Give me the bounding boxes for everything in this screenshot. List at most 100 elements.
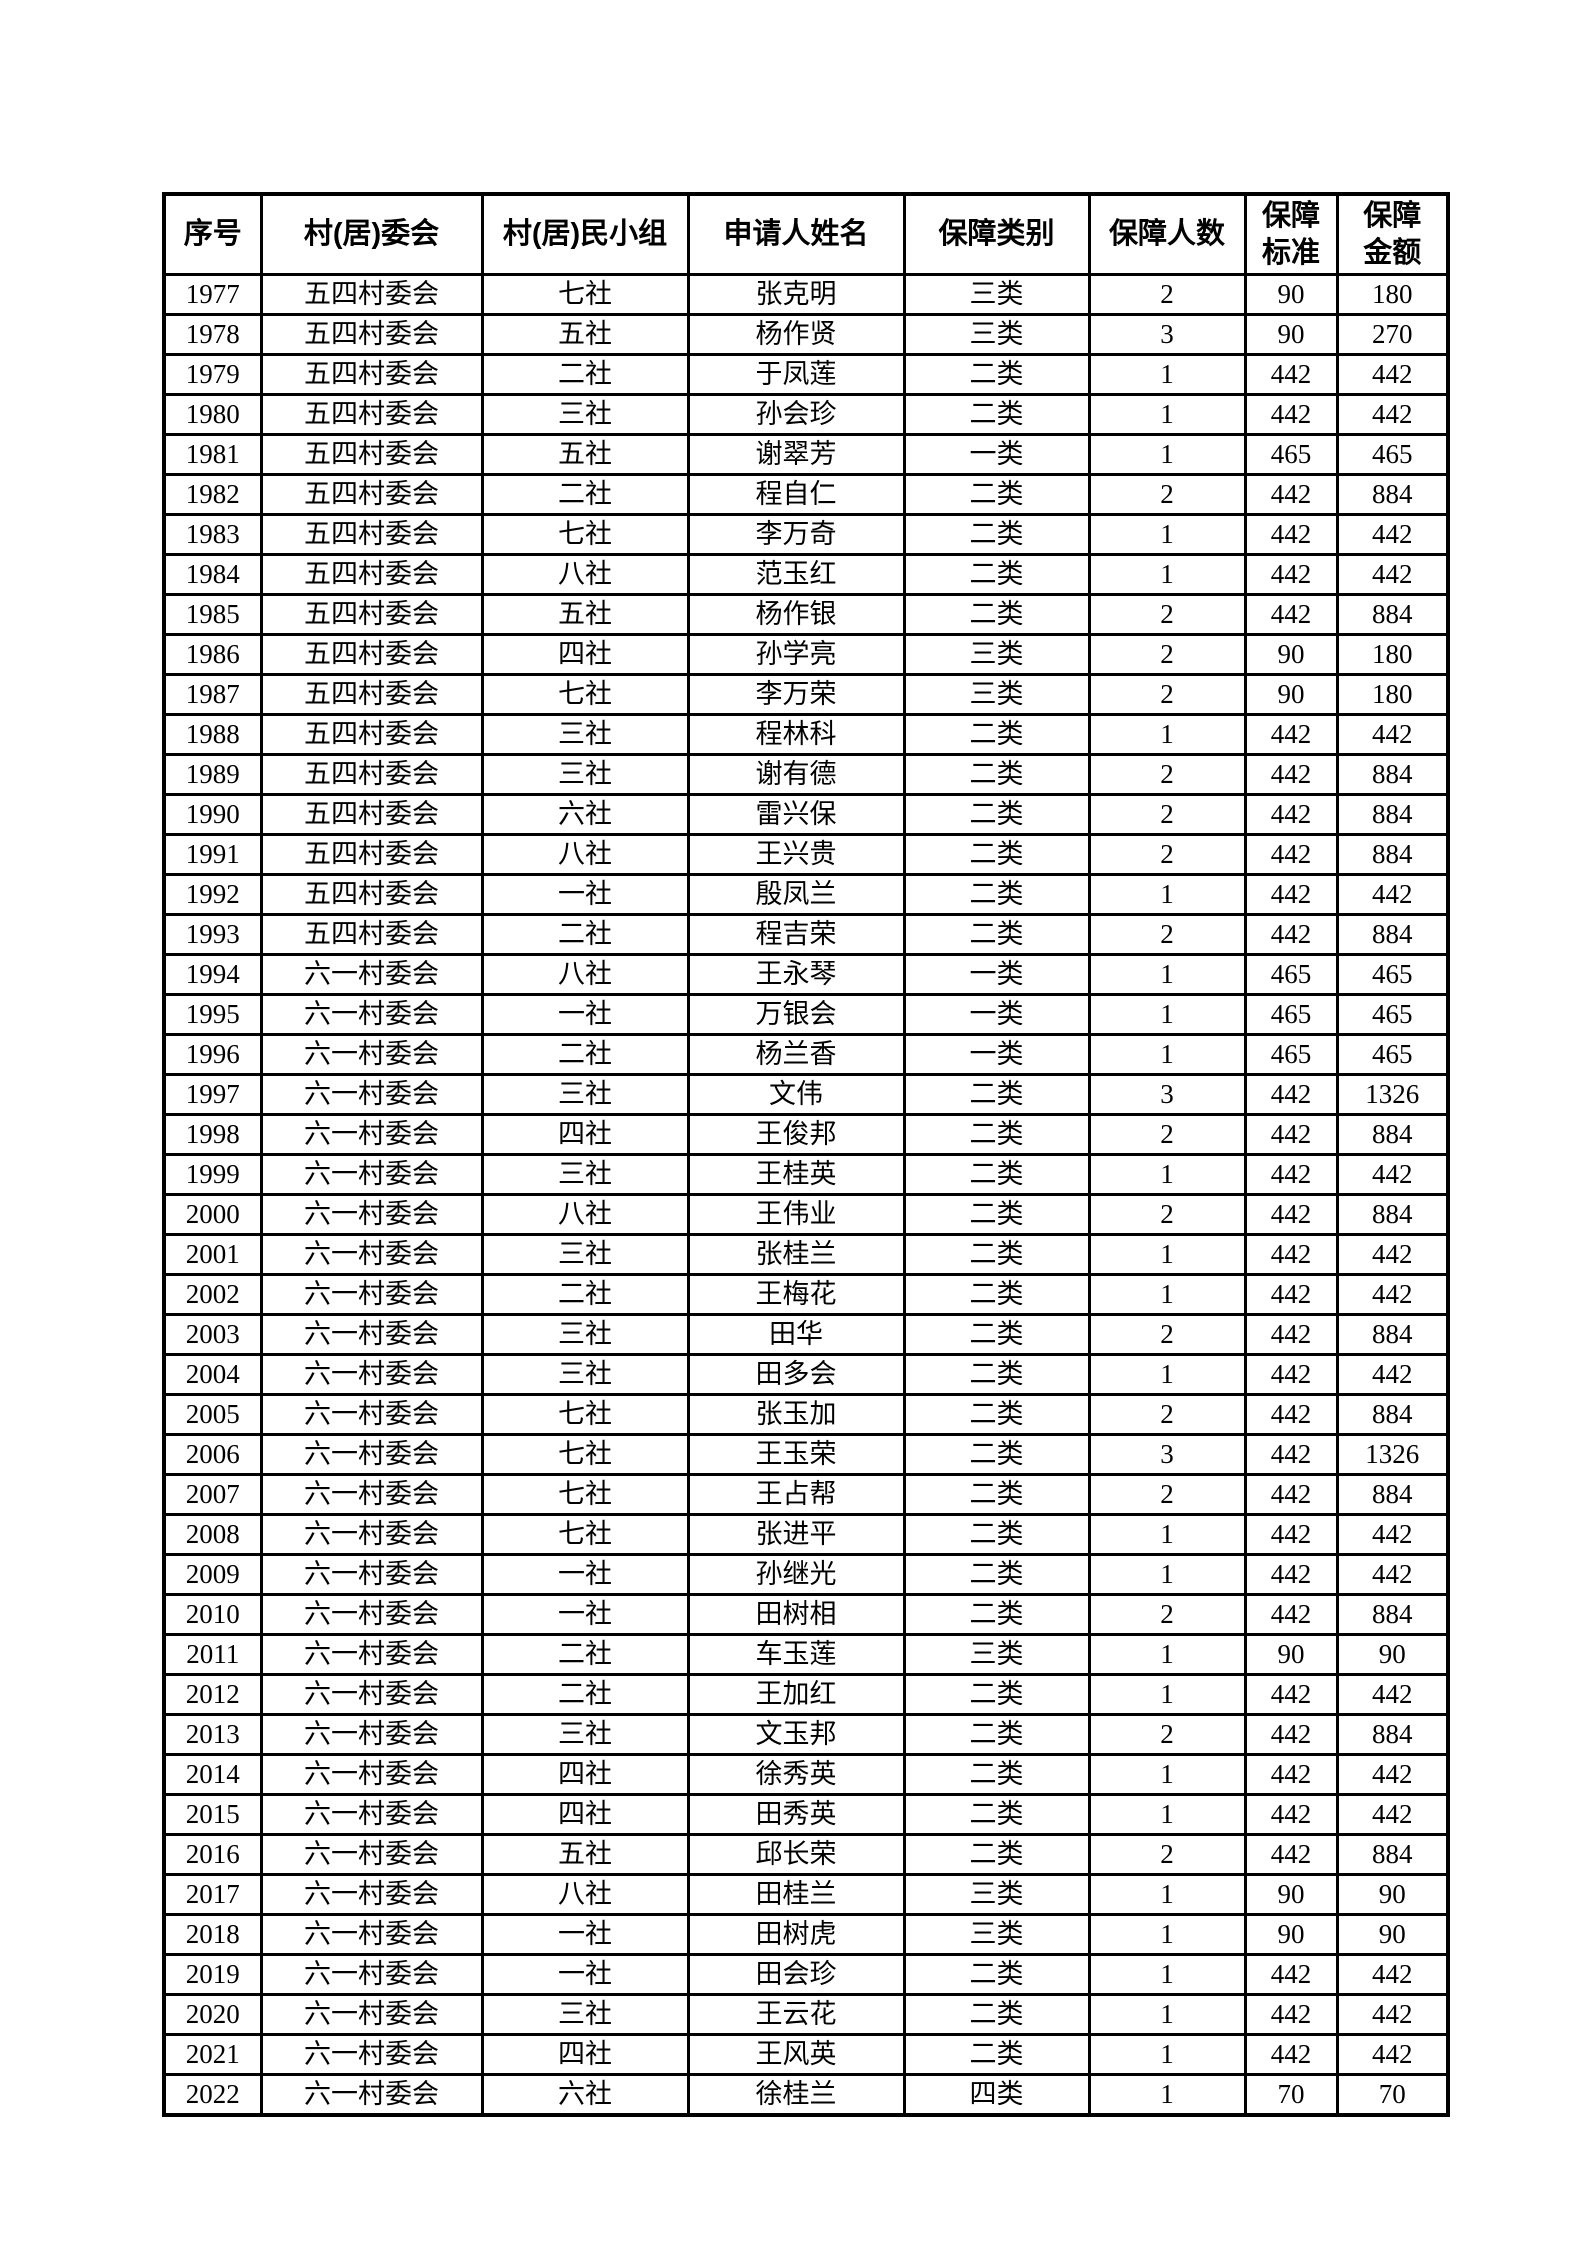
- cell-standard: 465: [1243, 993, 1339, 1036]
- cell-category: 二类: [902, 1753, 1091, 1796]
- table-row: 2019 六一村委会 一社 田会珍 二类 1 442 442: [162, 1953, 1450, 1996]
- cell-amount: 90: [1335, 1873, 1450, 1916]
- table-row: 2002 六一村委会 二社 王梅花 二类 1 442 442: [162, 1273, 1450, 1316]
- cell-applicant: 杨作银: [686, 593, 906, 636]
- cell-group: 四社: [480, 1113, 690, 1156]
- cell-people: 1: [1087, 1673, 1247, 1716]
- cell-people: 2: [1087, 633, 1247, 676]
- cell-standard: 442: [1243, 1433, 1339, 1476]
- cell-category: 二类: [902, 1353, 1091, 1396]
- cell-category: 二类: [902, 353, 1091, 396]
- cell-serial: 2021: [162, 2033, 263, 2076]
- cell-applicant: 杨兰香: [686, 1033, 906, 1076]
- table-row: 1978 五四村委会 五社 杨作贤 三类 3 90 270: [162, 313, 1450, 356]
- cell-applicant: 李万荣: [686, 673, 906, 716]
- cell-serial: 2000: [162, 1193, 263, 1236]
- table-row: 2017 六一村委会 八社 田桂兰 三类 1 90 90: [162, 1873, 1450, 1916]
- cell-people: 1: [1087, 2073, 1247, 2117]
- cell-standard: 442: [1243, 1833, 1339, 1876]
- cell-group: 二社: [480, 473, 690, 516]
- cell-people: 1: [1087, 1273, 1247, 1316]
- table-row: 1997 六一村委会 三社 文伟 二类 3 442 1326: [162, 1073, 1450, 1116]
- cell-standard: 442: [1243, 593, 1339, 636]
- cell-group: 三社: [480, 1353, 690, 1396]
- cell-serial: 1997: [162, 1073, 263, 1116]
- header-cell-group: 村(居)民小组: [480, 192, 690, 276]
- cell-people: 2: [1087, 1113, 1247, 1156]
- cell-group: 三社: [480, 1713, 690, 1756]
- cell-amount: 884: [1335, 833, 1450, 876]
- cell-group: 三社: [480, 1073, 690, 1116]
- cell-people: 1: [1087, 953, 1247, 996]
- cell-serial: 1977: [162, 273, 263, 316]
- cell-amount: 442: [1335, 1273, 1450, 1316]
- cell-group: 七社: [480, 1433, 690, 1476]
- cell-group: 三社: [480, 1993, 690, 2036]
- cell-serial: 1985: [162, 593, 263, 636]
- cell-committee: 六一村委会: [259, 1193, 484, 1236]
- cell-serial: 2022: [162, 2073, 263, 2117]
- table-row: 2001 六一村委会 三社 张桂兰 二类 1 442 442: [162, 1233, 1450, 1276]
- cell-standard: 442: [1243, 793, 1339, 836]
- cell-group: 三社: [480, 753, 690, 796]
- cell-category: 二类: [902, 1073, 1091, 1116]
- cell-serial: 2013: [162, 1713, 263, 1756]
- cell-committee: 六一村委会: [259, 1753, 484, 1796]
- table-body: 1977 五四村委会 七社 张克明 三类 2 90 180 1978 五四村委会 五社 杨作贤 三类 3 9…: [162, 273, 1450, 2117]
- cell-group: 三社: [480, 393, 690, 436]
- cell-standard: 442: [1243, 353, 1339, 396]
- table-row: 2003 六一村委会 三社 田华 二类 2 442 884: [162, 1313, 1450, 1356]
- cell-amount: 1326: [1335, 1433, 1450, 1476]
- cell-committee: 六一村委会: [259, 1993, 484, 2036]
- table-row: 2012 六一村委会 二社 王加红 二类 1 442 442: [162, 1673, 1450, 1716]
- cell-serial: 1995: [162, 993, 263, 1036]
- cell-group: 一社: [480, 1953, 690, 1996]
- cell-applicant: 孙学亮: [686, 633, 906, 676]
- cell-serial: 1983: [162, 513, 263, 556]
- cell-serial: 1987: [162, 673, 263, 716]
- table-row: 1998 六一村委会 四社 王俊邦 二类 2 442 884: [162, 1113, 1450, 1156]
- cell-group: 四社: [480, 2033, 690, 2076]
- cell-amount: 884: [1335, 473, 1450, 516]
- cell-standard: 465: [1243, 1033, 1339, 1076]
- table-row: 1987 五四村委会 七社 李万荣 三类 2 90 180: [162, 673, 1450, 716]
- cell-standard: 442: [1243, 1233, 1339, 1276]
- header-cell-serial: 序号: [162, 192, 263, 276]
- cell-standard: 442: [1243, 1793, 1339, 1836]
- cell-amount: 90: [1335, 1913, 1450, 1956]
- cell-committee: 六一村委会: [259, 1953, 484, 1996]
- cell-committee: 六一村委会: [259, 1553, 484, 1596]
- cell-applicant: 文玉邦: [686, 1713, 906, 1756]
- cell-serial: 1980: [162, 393, 263, 436]
- table-row: 2016 六一村委会 五社 邱长荣 二类 2 442 884: [162, 1833, 1450, 1876]
- cell-group: 四社: [480, 1753, 690, 1796]
- cell-amount: 90: [1335, 1633, 1450, 1676]
- cell-serial: 1978: [162, 313, 263, 356]
- cell-standard: 90: [1243, 1873, 1339, 1916]
- cell-applicant: 文伟: [686, 1073, 906, 1116]
- cell-people: 1: [1087, 1513, 1247, 1556]
- cell-group: 二社: [480, 1033, 690, 1076]
- table-row: 2011 六一村委会 二社 车玉莲 三类 1 90 90: [162, 1633, 1450, 1676]
- cell-serial: 1992: [162, 873, 263, 916]
- cell-group: 一社: [480, 1553, 690, 1596]
- cell-amount: 180: [1335, 633, 1450, 676]
- cell-committee: 五四村委会: [259, 353, 484, 396]
- cell-amount: 442: [1335, 1753, 1450, 1796]
- cell-standard: 442: [1243, 1713, 1339, 1756]
- cell-committee: 六一村委会: [259, 1713, 484, 1756]
- cell-applicant: 王云花: [686, 1993, 906, 2036]
- cell-committee: 五四村委会: [259, 913, 484, 956]
- cell-people: 2: [1087, 753, 1247, 796]
- cell-category: 二类: [902, 713, 1091, 756]
- cell-people: 2: [1087, 1833, 1247, 1876]
- cell-standard: 90: [1243, 1913, 1339, 1956]
- cell-standard: 442: [1243, 1073, 1339, 1116]
- cell-serial: 2019: [162, 1953, 263, 1996]
- cell-category: 三类: [902, 313, 1091, 356]
- cell-standard: 442: [1243, 1593, 1339, 1636]
- cell-standard: 442: [1243, 1393, 1339, 1436]
- cell-standard: 442: [1243, 1193, 1339, 1236]
- cell-standard: 442: [1243, 873, 1339, 916]
- cell-committee: 六一村委会: [259, 1073, 484, 1116]
